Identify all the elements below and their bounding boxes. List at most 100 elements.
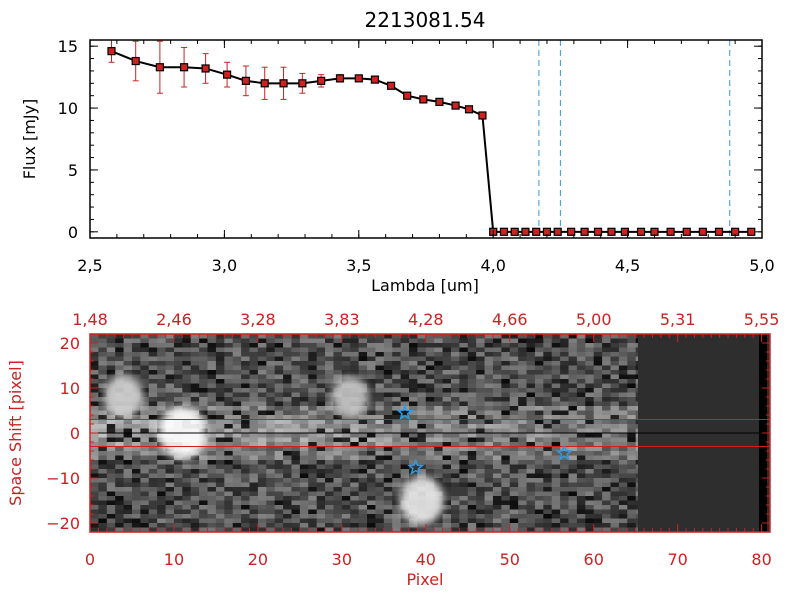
image-pixel — [341, 433, 351, 439]
image-pixel — [333, 496, 343, 502]
image-pixel — [182, 487, 192, 493]
image-pixel — [610, 514, 620, 520]
image-pixel — [602, 446, 612, 452]
image-pixel — [232, 401, 242, 407]
data-point — [478, 111, 487, 120]
image-pixel — [90, 500, 99, 506]
image-pixel — [207, 442, 217, 448]
image-pixel — [459, 365, 469, 371]
image-pixel — [627, 505, 637, 511]
image-pixel — [283, 500, 293, 506]
image-pixel — [618, 383, 628, 389]
image-pixel — [291, 343, 301, 349]
image-pixel — [199, 518, 209, 524]
image-pixel — [283, 334, 293, 340]
image-pixel — [409, 473, 419, 479]
image-pixel — [140, 505, 150, 511]
image-pixel — [367, 379, 377, 385]
image-pixel — [131, 455, 141, 461]
image-pixel — [148, 370, 158, 376]
image-pixel — [417, 347, 427, 353]
image-pixel — [383, 419, 393, 425]
image-pixel — [383, 518, 393, 524]
image-pixel — [450, 514, 460, 520]
image-pixel — [383, 370, 393, 376]
image-pixel — [627, 370, 637, 376]
image-pixel — [450, 347, 460, 353]
image-pixel — [417, 374, 427, 380]
image-pixel — [383, 455, 393, 461]
image-pixel — [182, 478, 192, 484]
image-pixel — [325, 464, 335, 470]
data-point — [179, 63, 189, 72]
image-pixel — [610, 509, 620, 515]
image-pixel — [593, 352, 603, 358]
image-pixel — [400, 374, 410, 380]
image-pixel — [165, 352, 175, 358]
image-pixel — [392, 370, 402, 376]
image-pixel — [333, 433, 343, 439]
image-pixel — [618, 500, 628, 506]
image-pixel — [190, 388, 200, 394]
image-pixel — [232, 338, 242, 344]
image-pixel — [367, 388, 377, 394]
image-pixel — [518, 473, 528, 479]
image-pixel — [602, 365, 612, 371]
image-pixel — [358, 343, 368, 349]
image-pixel — [551, 451, 561, 457]
image-pixel — [602, 496, 612, 502]
image-pixel — [199, 383, 209, 389]
image-pixel — [585, 469, 595, 475]
image-pixel — [274, 401, 284, 407]
image-pixel — [375, 460, 385, 466]
image-pixel — [90, 487, 99, 493]
image-pixel — [182, 392, 192, 398]
image-pixel — [375, 491, 385, 497]
image-pixel — [325, 514, 335, 520]
image-pixel — [509, 487, 519, 493]
image-pixel — [207, 433, 217, 439]
image-pixel — [291, 446, 301, 452]
image-pixel — [409, 433, 419, 439]
image-pixel — [98, 356, 108, 362]
image-pixel — [534, 523, 544, 529]
image-pixel — [534, 433, 544, 439]
image-pixel — [459, 496, 469, 502]
image-pixel — [367, 334, 377, 340]
image-pixel — [232, 388, 242, 394]
image-pixel — [476, 388, 486, 394]
image-pixel — [241, 401, 251, 407]
image-pixel — [148, 334, 158, 340]
image-pixel — [450, 338, 460, 344]
image-pixel — [199, 527, 209, 532]
image-pixel — [476, 523, 486, 529]
image-pixel — [249, 401, 259, 407]
image-pixel — [484, 415, 494, 421]
image-pixel — [425, 455, 435, 461]
image-pixel — [450, 505, 460, 511]
image-pixel — [291, 365, 301, 371]
image-pixel — [266, 370, 276, 376]
image-pixel — [610, 442, 620, 448]
image-pixel — [350, 518, 360, 524]
image-pixel — [283, 518, 293, 524]
image-pixel — [568, 410, 578, 416]
image-pixel — [224, 338, 234, 344]
image-pixel — [182, 518, 192, 524]
image-pixel — [459, 527, 469, 532]
image-pixel — [274, 482, 284, 488]
image-pixel — [283, 352, 293, 358]
image-pixel — [358, 478, 368, 484]
image-pixel — [190, 491, 200, 497]
image-pixel — [467, 523, 477, 529]
image-pixel — [157, 406, 167, 412]
image-pixel — [484, 370, 494, 376]
image-pixel — [534, 455, 544, 461]
image-pixel — [333, 343, 343, 349]
image-pixel — [593, 356, 603, 362]
image-pixel — [173, 496, 183, 502]
image-pixel — [224, 356, 234, 362]
image-pixel — [551, 343, 561, 349]
image-pixel — [325, 410, 335, 416]
image-pixel — [241, 487, 251, 493]
